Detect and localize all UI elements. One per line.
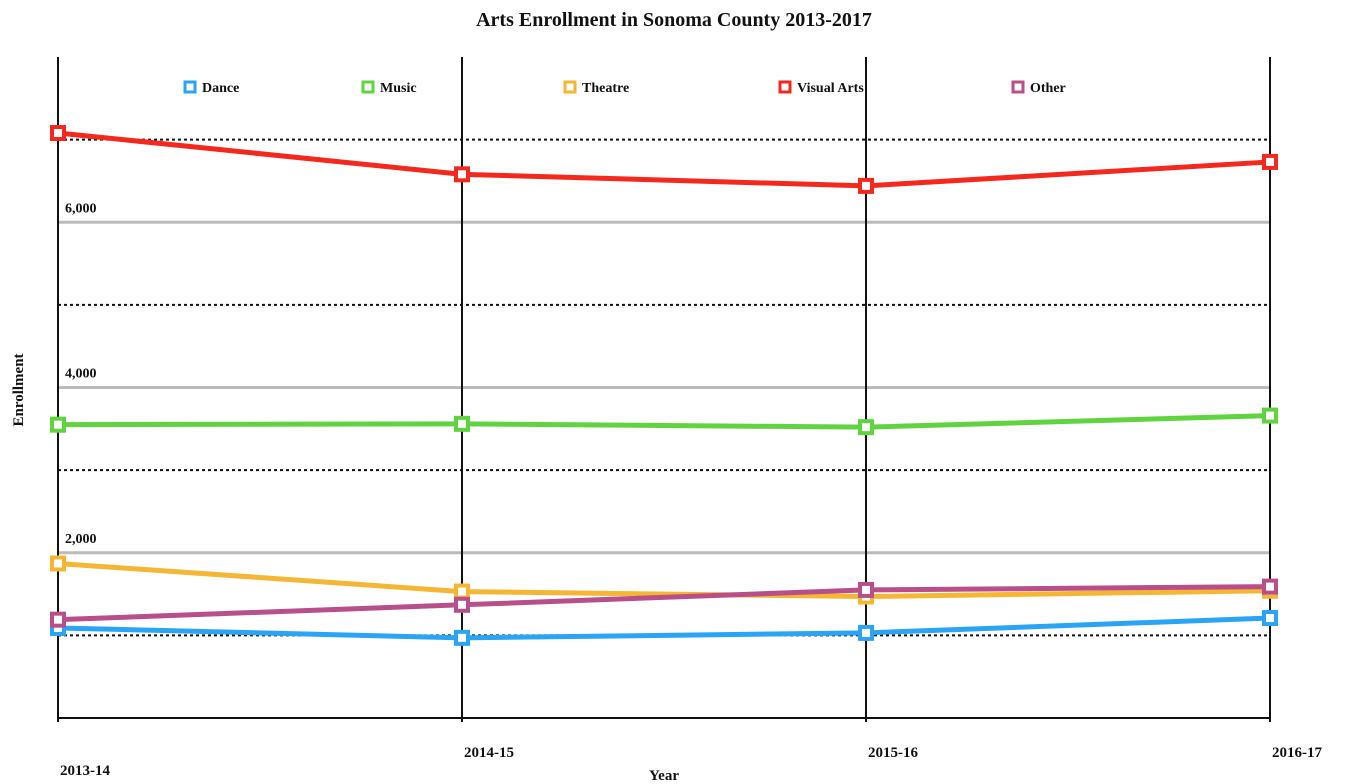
y-tick-label: 6,000	[65, 201, 97, 216]
x-tick-label: 2013-14	[60, 763, 110, 779]
series-line	[57, 413, 1271, 430]
legend-marker	[563, 80, 577, 94]
x-tick-label: 2015-16	[868, 745, 918, 761]
data-point	[1262, 578, 1278, 595]
data-point	[1262, 610, 1278, 627]
data-point	[454, 166, 470, 183]
data-point	[454, 415, 470, 432]
data-point	[858, 177, 874, 194]
legend-label: Music	[380, 81, 417, 96]
legend-marker	[778, 80, 792, 94]
x-tick-label: 2016-17	[1272, 745, 1322, 761]
y-axis-label: Enrollment	[11, 353, 27, 426]
chart-title: Arts Enrollment in Sonoma County 2013-20…	[476, 9, 872, 31]
data-point	[50, 555, 66, 572]
series-line	[57, 615, 1271, 641]
data-point	[858, 624, 874, 641]
x-tick-label: 2014-15	[464, 745, 514, 761]
data-point	[1262, 153, 1278, 170]
data-point	[454, 629, 470, 646]
x-axis-label: Year	[649, 768, 679, 784]
data-point	[50, 611, 66, 628]
data-point	[50, 416, 66, 433]
series-line	[57, 130, 1271, 189]
data-point	[858, 581, 874, 598]
data-point	[454, 583, 470, 600]
data-point	[858, 419, 874, 436]
y-tick-label: 2,000	[65, 532, 97, 547]
y-tick-label: 4,000	[65, 367, 97, 382]
data-point	[454, 596, 470, 613]
legend-label: Other	[1030, 81, 1066, 96]
legend-marker	[1011, 80, 1025, 94]
data-point	[1262, 407, 1278, 424]
legend-label: Theatre	[582, 81, 629, 96]
legend-label: Dance	[202, 81, 239, 96]
data-point	[50, 125, 66, 142]
series-line	[57, 584, 1271, 623]
legend-label: Visual Arts	[797, 81, 864, 96]
legend-marker	[361, 80, 375, 94]
legend-marker	[183, 80, 197, 94]
series-line	[57, 560, 1271, 600]
